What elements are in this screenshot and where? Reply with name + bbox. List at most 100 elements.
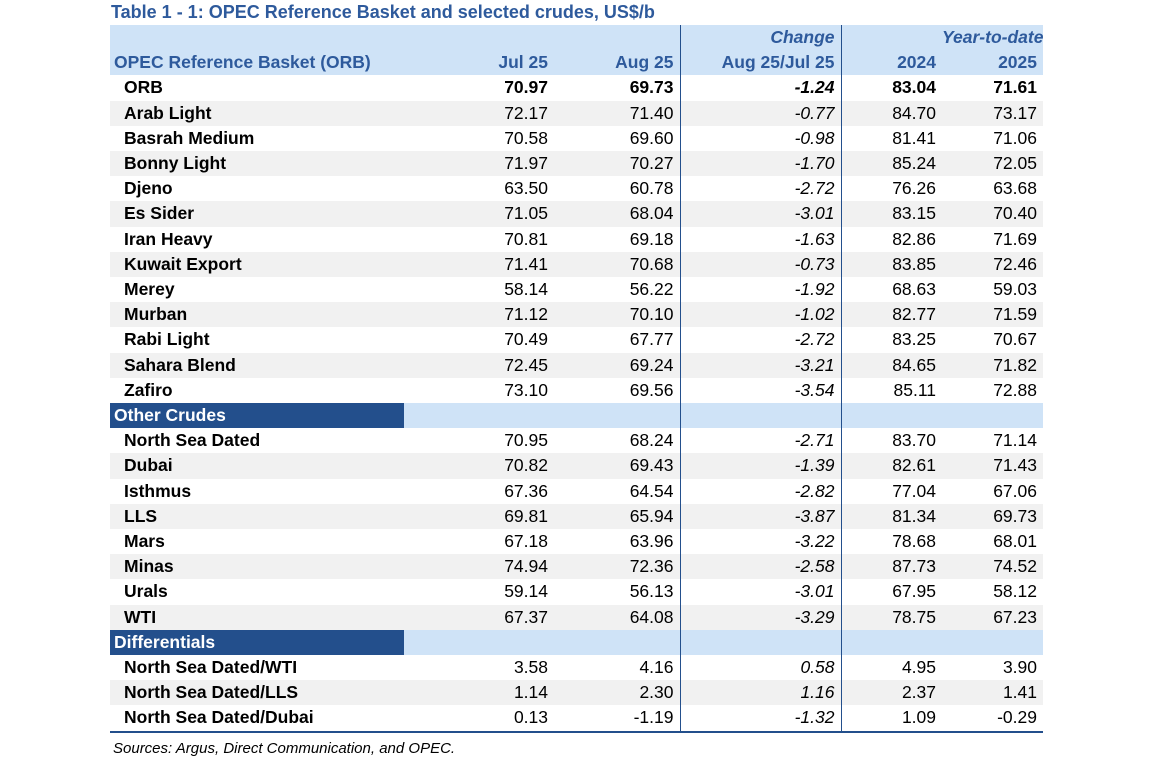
cell-2024: 84.70 [841, 100, 942, 126]
row-name: North Sea Dated/WTI [124, 657, 298, 678]
row-name: Es Sider [110, 201, 404, 227]
header-aug: Aug 25 [554, 50, 681, 76]
table-row: Zafiro 73.10 69.56 -3.54 85.11 72.88 [110, 377, 1043, 404]
row-name: Bonny Light [110, 151, 404, 177]
row-name: Kuwait Export [110, 251, 404, 278]
crude-prices-table: Change Year-to-date OPEC Reference Baske… [110, 25, 1043, 733]
cell-2025: 58.12 [993, 581, 1037, 602]
cell-2024: 82.86 [892, 228, 936, 249]
cell-jul: 67.37 [404, 604, 554, 630]
table-row: Bonny Light 71.97 70.27 -1.70 85.24 72.05 [110, 151, 1043, 177]
table-row: North Sea Dated/LLS 1.14 2.30 1.16 2.37 1.41 [110, 680, 1043, 706]
cell-2025: 70.40 [942, 201, 1043, 227]
table-row: Minas 74.94 72.36 -2.58 87.73 74.52 [110, 554, 1043, 580]
cell-2025: 71.43 [942, 453, 1043, 479]
header-2025: 2025 [942, 50, 1043, 76]
cell-jul: 70.82 [404, 453, 554, 479]
cell-change: -2.58 [680, 554, 842, 580]
section-cell [404, 403, 554, 429]
header-empty-jul [404, 25, 554, 51]
table-title: Table 1 - 1: OPEC Reference Basket and s… [111, 2, 655, 22]
section-label: Differentials [110, 629, 404, 656]
cell-2024: 2.37 [841, 680, 942, 706]
cell-jul: 67.36 [504, 480, 548, 501]
row-name: Djeno [124, 178, 173, 199]
cell-change: -3.01 [680, 579, 842, 605]
row-name: ORB [124, 77, 163, 98]
cell-2024: 82.61 [841, 453, 942, 479]
table-row: WTI 67.37 64.08 -3.29 78.75 67.23 [110, 604, 1043, 630]
cell-2024: 87.73 [841, 554, 942, 580]
cell-change: -2.72 [680, 327, 842, 353]
cell-change: -1.39 [680, 453, 842, 479]
row-name: Urals [124, 581, 168, 602]
cell-aug: 69.18 [554, 226, 681, 252]
row-name: Rabi Light [124, 329, 210, 350]
table-row: Merey 58.14 56.22 -1.92 68.63 59.03 [110, 277, 1043, 303]
cell-aug: 64.08 [554, 604, 681, 630]
header-orb: OPEC Reference Basket (ORB) [110, 50, 404, 76]
cell-change: 1.16 [680, 680, 842, 706]
cell-jul: 1.14 [404, 680, 554, 706]
cell-change: -3.87 [680, 503, 842, 530]
table-row: Urals 59.14 56.13 -3.01 67.95 58.12 [110, 579, 1043, 605]
cell-2024: 82.77 [841, 302, 942, 328]
cell-change: -0.77 [680, 100, 842, 126]
cell-2025: 3.90 [1002, 657, 1037, 678]
cell-2024: 4.95 [901, 657, 936, 678]
cell-2024: 77.04 [892, 480, 936, 501]
table-row: Sahara Blend 72.45 69.24 -3.21 84.65 71.82 [110, 352, 1043, 378]
cell-change: -3.54 [680, 377, 842, 404]
table-row: Mars 67.18 63.96 -3.22 78.68 68.01 [110, 529, 1043, 555]
table-row: North Sea Dated 70.95 68.24 -2.71 83.70 71.14 [110, 428, 1043, 454]
row-name: Arab Light [110, 100, 404, 126]
row-name: Zafiro [124, 379, 173, 400]
cell-aug: 69.73 [554, 75, 681, 101]
cell-change: 0.58 [680, 655, 842, 681]
cell-2025: 67.06 [993, 480, 1037, 501]
cell-aug: 63.96 [554, 529, 681, 555]
cell-jul: 67.18 [504, 531, 548, 552]
header-change: Change [680, 25, 842, 51]
cell-change: -2.71 [680, 428, 842, 454]
cell-2025: 71.14 [993, 430, 1037, 451]
cell-2024: 78.68 [892, 531, 936, 552]
row-name: Sahara Blend [110, 352, 404, 378]
cell-aug: 72.36 [554, 554, 681, 580]
cell-2025: 71.82 [942, 352, 1043, 378]
cell-aug: 60.78 [554, 176, 681, 202]
row-name: WTI [110, 604, 404, 630]
cell-aug: 56.22 [554, 277, 681, 303]
cell-2025: 71.61 [993, 77, 1037, 98]
cell-jul: 72.45 [404, 352, 554, 378]
row-name: North Sea Dated [124, 430, 261, 451]
cell-2024: 1.09 [841, 705, 942, 733]
row-name: North Sea Dated/LLS [110, 680, 404, 706]
cell-aug: 67.77 [554, 327, 681, 353]
cell-aug: 70.68 [554, 251, 681, 278]
table-row: Djeno 63.50 60.78 -2.72 76.26 63.68 [110, 176, 1043, 202]
section-cell [404, 629, 554, 656]
section-cell [942, 629, 1043, 656]
cell-aug: 65.94 [554, 503, 681, 530]
cell-jul: 71.41 [404, 251, 554, 278]
header-2024: 2024 [841, 50, 942, 76]
cell-aug: 64.54 [554, 478, 681, 504]
row-name: Murban [110, 302, 404, 328]
table-row: North Sea Dated/WTI 3.58 4.16 0.58 4.95 3.90 [110, 655, 1043, 681]
cell-aug: 71.40 [554, 100, 681, 126]
cell-jul: 71.12 [404, 302, 554, 328]
table-row: Arab Light 72.17 71.40 -0.77 84.70 73.17 [110, 100, 1043, 126]
cell-jul: 70.81 [504, 228, 548, 249]
source-note: Sources: Argus, Direct Communication, an… [113, 740, 456, 757]
cell-aug: 70.10 [554, 302, 681, 328]
cell-aug: 56.13 [554, 579, 681, 605]
table-row: LLS 69.81 65.94 -3.87 81.34 69.73 [110, 503, 1043, 530]
cell-jul: 74.94 [404, 554, 554, 580]
table-row: ORB 70.97 69.73 -1.24 83.04 71.61 [110, 75, 1043, 101]
cell-2025: 67.23 [942, 604, 1043, 630]
cell-2024: 85.24 [841, 151, 942, 177]
cell-aug: 2.30 [554, 680, 681, 706]
cell-aug: -1.19 [554, 705, 681, 733]
row-name: North Sea Dated/Dubai [110, 705, 404, 733]
